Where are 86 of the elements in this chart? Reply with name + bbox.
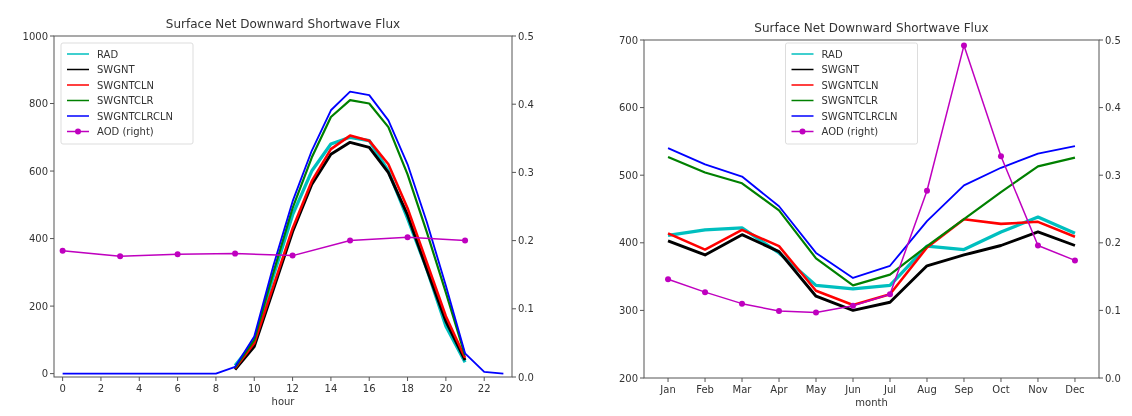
y-tick-label: 600 <box>618 102 638 114</box>
y-tick-label: 200 <box>618 372 638 384</box>
y2-tick-label: 0.3 <box>518 166 534 178</box>
chart-title: Surface Net Downward Shortwave Flux <box>165 17 401 31</box>
y-tick-label: 0 <box>41 368 48 380</box>
x-tick-label: Dec <box>1065 384 1085 395</box>
legend-label: SWGNTCLN <box>821 79 879 91</box>
x-tick-label: Jul <box>882 384 897 395</box>
point <box>776 308 783 315</box>
x-tick-label: 0 <box>59 383 66 394</box>
point <box>923 187 930 194</box>
y-tick-label: 300 <box>618 304 638 316</box>
point <box>462 237 469 244</box>
point <box>117 253 124 260</box>
x-tick-label: Jun <box>844 384 861 395</box>
x-tick-label: Nov <box>1028 384 1048 395</box>
point <box>232 250 239 257</box>
y2-tick-label: 0.2 <box>1105 237 1121 249</box>
legend-label: RAD <box>821 48 843 60</box>
y2-tick-label: 0.5 <box>1105 34 1121 46</box>
x-tick-label: Oct <box>992 384 1010 395</box>
point <box>347 237 354 244</box>
y-tick-label: 1000 <box>22 30 48 42</box>
y2-tick-label: 0.1 <box>518 303 534 315</box>
x-tick-label: Aug <box>917 384 937 395</box>
legend-label: SWGNT <box>821 64 860 75</box>
point <box>1034 242 1041 249</box>
x-tick-label: 8 <box>212 383 220 394</box>
y-tick-label: 200 <box>28 300 48 312</box>
point <box>997 153 1004 160</box>
y2-tick-label: 0.1 <box>1105 304 1121 316</box>
legend-label: SWGNTCLR <box>821 95 879 106</box>
y-tick-label: 400 <box>28 233 48 245</box>
x-tick-label: 6 <box>174 383 181 394</box>
x-tick-label: Feb <box>696 384 714 395</box>
point <box>1071 257 1078 264</box>
y2-tick-label: 0.4 <box>518 98 534 110</box>
legend-label: AOD (right) <box>821 126 879 137</box>
legend-label: SWGNTCLN <box>97 79 155 91</box>
y-tick-label: 600 <box>28 165 48 177</box>
point <box>174 251 181 258</box>
legend-label: AOD (right) <box>97 126 154 137</box>
legend-label: RAD <box>97 48 119 60</box>
chart-title: Surface Net Downward Shortwave Flux <box>754 21 989 35</box>
x-tick-label: May <box>805 384 827 395</box>
y2-tick-label: 0.0 <box>518 371 534 383</box>
x-tick-label: Sep <box>954 384 974 395</box>
point <box>289 252 296 259</box>
legend-label: SWGNTCLRCLN <box>97 110 174 122</box>
legend-label: SWGNTCLRCLN <box>821 110 898 122</box>
point <box>59 247 66 254</box>
y-tick-label: 400 <box>618 237 638 249</box>
y-tick-label: 800 <box>28 98 48 110</box>
x-tick-label: 12 <box>286 383 299 394</box>
line-series <box>666 230 1077 312</box>
y2-tick-label: 0.4 <box>1105 102 1121 114</box>
x-tick-label: 2 <box>97 383 105 394</box>
x-tick-label: 16 <box>362 383 376 394</box>
point <box>813 309 820 316</box>
y2-tick-label: 0.2 <box>518 235 534 247</box>
point <box>887 291 893 298</box>
x-tick-label: 18 <box>401 383 414 394</box>
x-tick-label: 20 <box>439 383 453 394</box>
x-tick-label: 22 <box>477 383 491 394</box>
x-axis-title: hour <box>271 396 296 407</box>
point <box>702 289 709 296</box>
x-axis-title: month <box>855 397 888 408</box>
x-tick-label: 14 <box>324 383 338 394</box>
y2-tick-label: 0.0 <box>1105 372 1121 384</box>
legend-label: SWGNTCLR <box>97 95 154 106</box>
legend-label: SWGNT <box>97 64 136 75</box>
y2-tick-label: 0.5 <box>518 30 534 42</box>
y-tick-label: 500 <box>618 169 638 181</box>
x-tick-label: 4 <box>136 383 143 394</box>
y-tick-label: 700 <box>618 34 638 46</box>
line-series <box>61 90 505 375</box>
x-tick-label: Jan <box>659 384 676 395</box>
point <box>665 276 672 283</box>
y2-tick-label: 0.3 <box>1105 169 1121 181</box>
x-tick-label: Mar <box>732 384 753 395</box>
point <box>960 42 967 49</box>
x-tick-label: Apr <box>770 384 789 395</box>
x-tick-label: 10 <box>247 383 261 394</box>
point <box>739 300 746 307</box>
point <box>850 302 856 309</box>
point <box>404 234 411 241</box>
